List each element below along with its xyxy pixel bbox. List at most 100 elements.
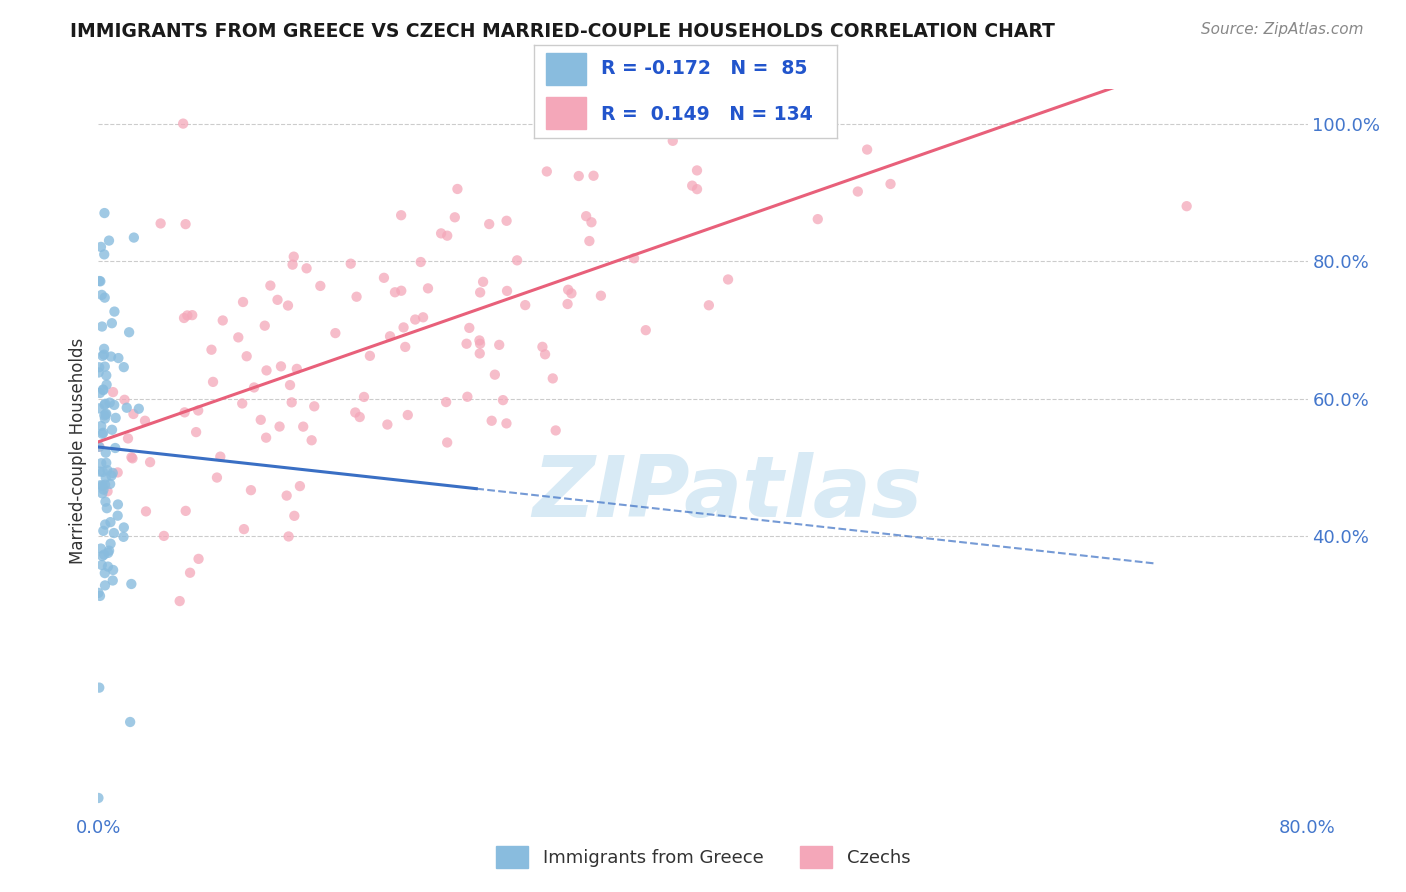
Point bbox=[288, 479, 311, 493]
Point bbox=[91, 478, 114, 492]
Text: IMMIGRANTS FROM GREECE VS CZECH MARRIED-COUPLE HOUSEHOLDS CORRELATION CHART: IMMIGRANTS FROM GREECE VS CZECH MARRIED-… bbox=[70, 22, 1054, 41]
Point bbox=[392, 320, 415, 334]
Point bbox=[173, 405, 195, 419]
Point bbox=[458, 321, 481, 335]
Point bbox=[304, 400, 326, 414]
Point bbox=[93, 348, 115, 362]
Point bbox=[436, 228, 458, 243]
Point bbox=[686, 182, 709, 196]
Point bbox=[211, 313, 233, 327]
Point bbox=[443, 211, 465, 225]
Point bbox=[685, 120, 707, 134]
Point bbox=[91, 549, 114, 563]
Point bbox=[389, 208, 412, 222]
Point bbox=[91, 465, 114, 479]
Point bbox=[174, 504, 197, 518]
Point bbox=[90, 541, 112, 556]
Point bbox=[91, 426, 114, 441]
Point bbox=[377, 417, 399, 432]
Point bbox=[409, 255, 432, 269]
Point bbox=[91, 524, 114, 538]
Point bbox=[89, 465, 111, 479]
Point bbox=[295, 261, 318, 276]
Point bbox=[101, 423, 124, 437]
Point bbox=[256, 363, 278, 377]
Point bbox=[266, 293, 288, 307]
Point bbox=[115, 401, 138, 415]
Point bbox=[495, 214, 517, 228]
Point bbox=[181, 308, 204, 322]
Point bbox=[277, 299, 299, 313]
Y-axis label: Married-couple Households: Married-couple Households bbox=[69, 337, 87, 564]
Point bbox=[515, 298, 537, 312]
Point bbox=[120, 714, 142, 729]
Point bbox=[349, 410, 371, 425]
Point bbox=[557, 297, 579, 311]
Point bbox=[169, 594, 191, 608]
Point bbox=[430, 227, 453, 241]
Point bbox=[93, 247, 115, 261]
Point bbox=[231, 396, 253, 410]
Point bbox=[90, 288, 112, 302]
Point bbox=[807, 212, 830, 227]
Point bbox=[89, 589, 111, 603]
Point bbox=[404, 312, 426, 326]
Point bbox=[96, 456, 118, 470]
Point bbox=[846, 185, 869, 199]
Point bbox=[1175, 199, 1198, 213]
Point bbox=[232, 295, 254, 310]
Point bbox=[478, 217, 501, 231]
Point bbox=[107, 508, 129, 523]
Point bbox=[578, 234, 600, 248]
Point bbox=[283, 508, 305, 523]
Point bbox=[94, 517, 117, 532]
Point bbox=[205, 470, 228, 484]
Point bbox=[325, 326, 347, 340]
Point bbox=[122, 230, 145, 244]
Point bbox=[96, 368, 118, 383]
Point bbox=[90, 419, 112, 434]
Point bbox=[112, 520, 135, 534]
Point bbox=[97, 484, 120, 499]
Point bbox=[90, 240, 112, 254]
Point bbox=[187, 403, 209, 417]
Point bbox=[782, 117, 804, 131]
Point bbox=[681, 178, 703, 193]
Point bbox=[531, 340, 554, 354]
Point bbox=[98, 395, 121, 409]
Point bbox=[496, 284, 519, 298]
Point bbox=[416, 281, 439, 295]
Text: R =  0.149   N = 134: R = 0.149 N = 134 bbox=[600, 105, 813, 124]
Point bbox=[534, 347, 557, 361]
Point bbox=[172, 117, 194, 131]
Point bbox=[149, 217, 172, 231]
Point bbox=[468, 336, 491, 351]
Point bbox=[104, 441, 127, 455]
Point bbox=[87, 586, 110, 600]
Point bbox=[472, 275, 495, 289]
Point bbox=[235, 349, 257, 363]
Point bbox=[134, 414, 156, 428]
Point bbox=[557, 283, 579, 297]
Point bbox=[117, 432, 139, 446]
Point bbox=[93, 206, 115, 220]
Point bbox=[93, 398, 115, 412]
Point bbox=[94, 408, 117, 422]
Point bbox=[97, 546, 120, 560]
Point bbox=[468, 334, 491, 348]
Point bbox=[94, 578, 117, 592]
Point bbox=[292, 419, 315, 434]
Point bbox=[456, 390, 478, 404]
Point bbox=[283, 250, 305, 264]
Point bbox=[468, 346, 491, 360]
Point bbox=[468, 285, 491, 300]
Point bbox=[647, 117, 669, 131]
Point bbox=[93, 409, 115, 423]
Point bbox=[560, 286, 582, 301]
Point bbox=[309, 279, 332, 293]
Point bbox=[544, 424, 567, 438]
Point bbox=[277, 529, 299, 543]
Point bbox=[373, 270, 395, 285]
Point bbox=[384, 285, 406, 300]
Point bbox=[100, 537, 122, 551]
